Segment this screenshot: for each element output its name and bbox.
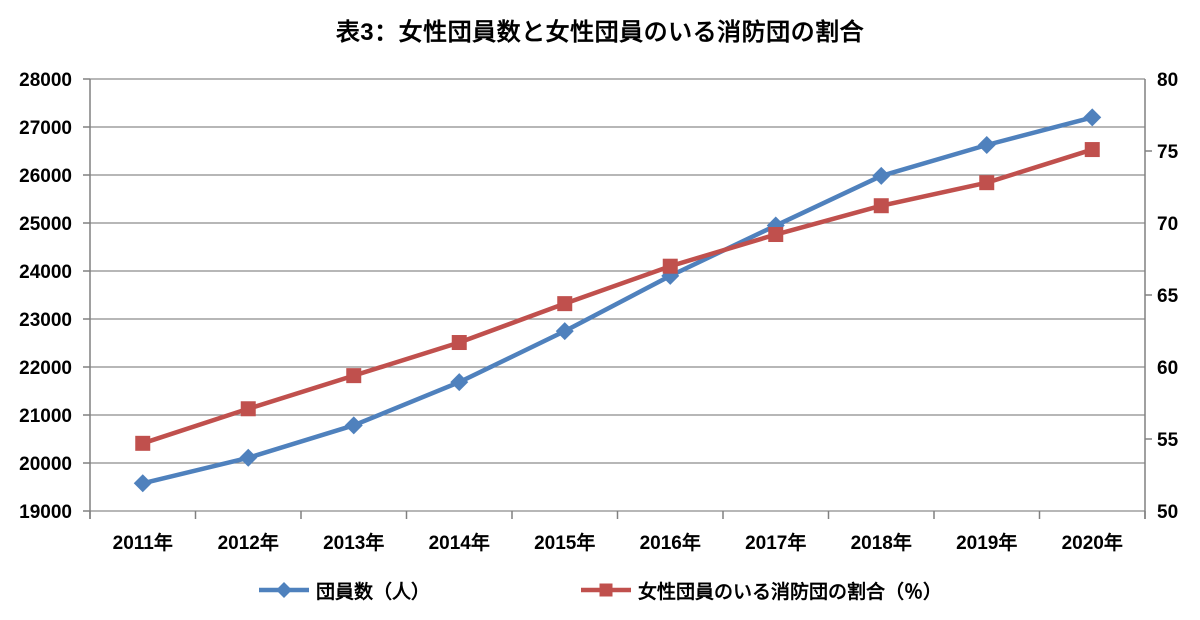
right-axis-tick-label: 65 xyxy=(1157,286,1179,307)
right-axis-tick-label: 60 xyxy=(1157,358,1178,379)
data-point-marker xyxy=(873,198,889,214)
y-axis-tick-label: 24000 xyxy=(19,262,72,283)
x-axis-tick-label: 2019年 xyxy=(956,531,1017,554)
y-axis-tick-label: 25000 xyxy=(19,214,72,235)
x-axis-tick-label: 2016年 xyxy=(640,531,701,554)
data-point-marker xyxy=(346,368,362,384)
x-axis-tick-label: 2015年 xyxy=(534,531,595,554)
data-point-marker xyxy=(450,373,469,392)
y-axis-tick-label: 20000 xyxy=(19,454,72,475)
chart-title: 表3：女性団員数と女性団員のいる消防団の割合 xyxy=(335,19,865,46)
data-point-marker xyxy=(135,435,151,451)
right-axis-tick-label: 55 xyxy=(1157,430,1179,451)
x-axis-tick-label: 2013年 xyxy=(323,531,384,554)
y-axis-tick-label: 23000 xyxy=(19,310,72,331)
legend-label-members: 団員数（人） xyxy=(315,581,430,603)
series-line-0 xyxy=(140,115,1095,486)
square-marker-icon xyxy=(581,583,631,597)
legend-item-members[interactable]: 団員数（人） xyxy=(258,577,430,604)
data-point-marker xyxy=(979,175,995,191)
x-axis-tick-label: 2020年 xyxy=(1062,531,1123,554)
data-point-marker xyxy=(344,416,363,435)
diamond-marker-icon xyxy=(258,582,309,598)
data-point-marker xyxy=(662,258,678,274)
right-axis-tick-label: 80 xyxy=(1157,70,1178,91)
data-point-marker xyxy=(1084,142,1100,158)
right-axis-tick-label: 70 xyxy=(1157,214,1178,235)
y-axis-tick-label: 28000 xyxy=(19,70,72,91)
y-axis-tick-label: 21000 xyxy=(19,406,72,427)
data-point-marker xyxy=(451,335,467,351)
right-axis-tick-label: 50 xyxy=(1157,502,1178,523)
data-point-marker xyxy=(872,166,891,185)
x-axis-tick-label: 2011年 xyxy=(113,531,173,554)
y-axis-tick-label: 26000 xyxy=(19,166,72,187)
data-point-marker xyxy=(133,474,152,493)
legend: 団員数（人） 女性団員のいる消防団の割合（％） xyxy=(0,574,1200,606)
y-axis-tick-label: 27000 xyxy=(19,118,72,139)
x-axis-tick-label: 2017年 xyxy=(745,531,806,554)
data-point-marker xyxy=(768,227,784,243)
y-axis-tick-label: 19000 xyxy=(19,502,72,523)
legend-item-ratio[interactable]: 女性団員のいる消防団の割合（％） xyxy=(580,577,942,604)
right-axis-tick-label: 75 xyxy=(1157,142,1179,163)
data-point-marker xyxy=(240,401,256,417)
data-point-marker xyxy=(557,296,573,312)
series-line-1 xyxy=(140,147,1095,446)
legend-label-ratio: 女性団員のいる消防団の割合（％） xyxy=(638,581,943,603)
x-axis-tick-label: 2018年 xyxy=(851,531,912,554)
data-point-marker xyxy=(977,136,996,154)
data-point-marker xyxy=(555,322,574,341)
data-point-marker xyxy=(239,448,258,467)
data-point-marker xyxy=(1083,108,1102,127)
y-axis-tick-label: 22000 xyxy=(19,358,72,379)
x-axis-tick-label: 2012年 xyxy=(218,531,279,554)
x-axis-tick-label: 2014年 xyxy=(429,531,490,554)
